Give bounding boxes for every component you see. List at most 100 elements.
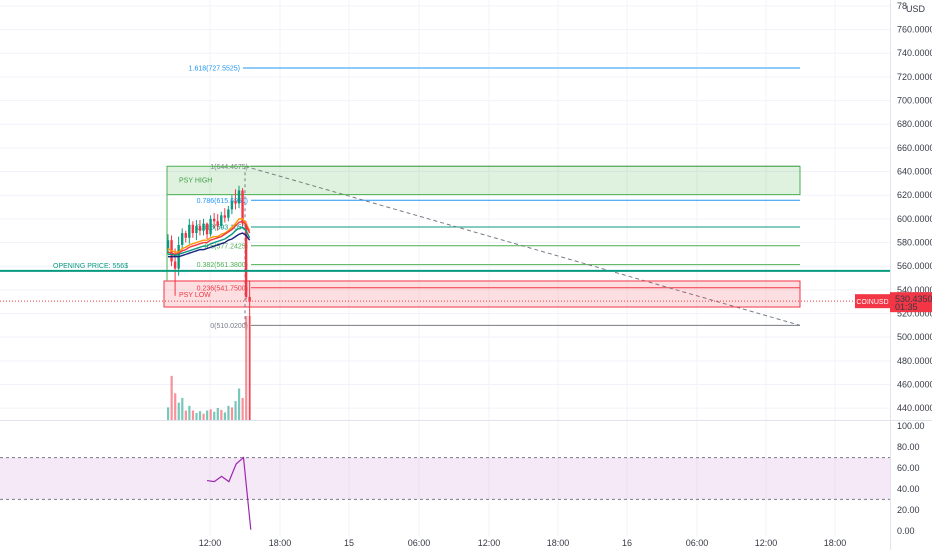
candle-body — [230, 201, 234, 210]
price-tick-label: 560.0000 — [897, 261, 932, 271]
volume-bar — [206, 410, 209, 420]
time-tick-label: 15 — [344, 538, 354, 548]
candle-body — [248, 296, 251, 302]
rsi-tick-label: 20.00 — [897, 505, 920, 515]
candle-body — [212, 218, 216, 222]
time-tick-label: 12:00 — [478, 538, 501, 548]
price-tick-label: 480.0000 — [897, 356, 932, 366]
candle-body — [198, 225, 202, 231]
candle-body — [209, 218, 212, 235]
volume-bar — [241, 397, 244, 420]
psy-high-zone — [166, 165, 801, 196]
psy-high-label: PSY HIGH — [179, 177, 212, 184]
volume-bar — [223, 412, 226, 420]
volume-bar — [220, 409, 223, 420]
fib-level-label: 0.236(541.7500) — [197, 285, 248, 292]
fib-trend-line — [244, 165, 801, 326]
fib-lines: 1.618(727.5525) 1(644.4675) 0.786(615.6950… — [189, 65, 801, 330]
last-price-badge — [890, 292, 932, 313]
candle-body — [241, 190, 244, 224]
price-tick-label: 760.0000 — [897, 25, 932, 35]
psy-low-zone — [163, 280, 801, 308]
candle-body — [188, 224, 191, 238]
volume-bar — [230, 407, 234, 420]
price-tick-label: 460.0000 — [897, 380, 932, 390]
volume-bar — [167, 407, 170, 420]
rsi-tick-label: 80.00 — [897, 442, 920, 452]
volume-bars — [167, 316, 251, 420]
volume-bar — [202, 413, 205, 420]
last-price-timer: 01:35 — [895, 302, 918, 312]
volume-bar — [188, 405, 191, 420]
price-tick-label: 500.0000 — [897, 332, 932, 342]
zones: PSY HIGH PSY LOW — [163, 165, 801, 308]
price-tick-label: 660.0000 — [897, 143, 932, 153]
volume-bar — [181, 397, 184, 420]
candle-body — [220, 215, 223, 226]
candle-body — [237, 190, 241, 204]
price-tick-label: 78 — [897, 1, 907, 11]
volume-bar — [177, 402, 180, 420]
time-tick-label: 06:00 — [686, 538, 709, 548]
price-tick-label: 620.0000 — [897, 190, 932, 200]
candle-body — [227, 209, 230, 218]
candle-body — [181, 233, 184, 245]
rsi-tick-label: 40.00 — [897, 484, 920, 494]
time-tick-label: 12:00 — [755, 538, 778, 548]
opening-price-label: OPENING PRICE: 556$ — [53, 263, 128, 270]
fib-level-label: 1(644.4675) — [210, 164, 248, 171]
volume-bar — [227, 405, 230, 420]
fib-level-label: 0.5(577.2425) — [204, 243, 248, 250]
volume-bar — [195, 413, 198, 420]
candle-body — [205, 223, 209, 235]
volume-bar — [198, 411, 202, 420]
fib-level-label: 1.618(727.5525) — [189, 65, 240, 72]
volume-bar — [216, 408, 219, 420]
volume-bar — [209, 409, 212, 420]
volume-bar — [184, 410, 187, 420]
fib-level-label: 0.618(593.1050) — [197, 225, 248, 232]
moving-average-line — [167, 218, 251, 253]
candle-body — [191, 224, 195, 234]
price-axis[interactable]: 440.0000 460.0000 480.0000 500.0000 520.0000… — [855, 1, 932, 536]
volume-bar — [245, 316, 248, 420]
last-price-value: 530.4350 — [895, 294, 932, 304]
moving-average-line — [167, 220, 251, 256]
price-tick-label: 720.0000 — [897, 72, 932, 82]
rsi-tick-label: 0.00 — [897, 526, 915, 536]
price-tick-label: 540.0000 — [897, 285, 932, 295]
candle-body — [223, 215, 226, 218]
volume-bar — [238, 388, 241, 420]
candle-body — [216, 221, 219, 226]
moving-average-line — [168, 232, 251, 258]
time-tick-label: 18:00 — [824, 538, 847, 548]
time-tick-label: 12:00 — [199, 538, 222, 548]
candle-body — [184, 233, 187, 238]
price-tick-label: 700.0000 — [897, 96, 932, 106]
time-tick-label: 18:00 — [269, 538, 292, 548]
time-tick-label: 16 — [622, 538, 632, 548]
candle-body — [166, 240, 170, 249]
time-axis[interactable]: 12:00 18:00 15 06:00 12:00 18:00 16 06:00 12:00 1… — [199, 538, 847, 548]
price-tick-label: 520.0000 — [897, 309, 932, 319]
time-tick-label: 18:00 — [547, 538, 570, 548]
price-tick-label: 440.0000 — [897, 403, 932, 413]
volume-bar — [174, 393, 177, 420]
currency-label: USD — [906, 4, 926, 14]
price-tick-label: 580.0000 — [897, 238, 932, 248]
candle-body — [234, 201, 237, 204]
volume-bar — [234, 401, 237, 420]
candle-body — [173, 261, 177, 269]
overlays: OPENING PRICE: 556$ — [0, 263, 890, 302]
psy-low-label: PSY LOW — [179, 292, 211, 299]
moving-averages — [167, 218, 251, 258]
rsi-pane — [0, 456, 890, 530]
rsi-line — [206, 456, 252, 530]
rsi-tick-label: 60.00 — [897, 463, 920, 473]
candle-body — [195, 225, 198, 234]
price-tick-label: 600.0000 — [897, 214, 932, 224]
candle-body — [202, 223, 205, 231]
volume-bar — [170, 375, 173, 420]
volume-bar — [191, 410, 195, 420]
